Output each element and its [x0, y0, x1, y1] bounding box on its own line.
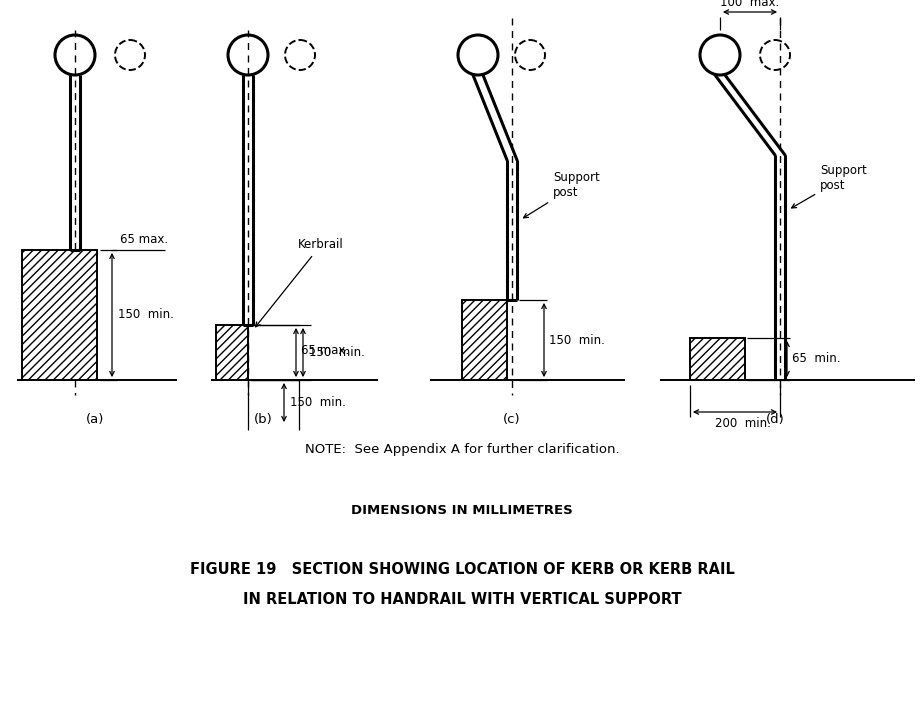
- Text: FIGURE 19   SECTION SHOWING LOCATION OF KERB OR KERB RAIL: FIGURE 19 SECTION SHOWING LOCATION OF KE…: [189, 562, 735, 577]
- Text: DIMENSIONS IN MILLIMETRES: DIMENSIONS IN MILLIMETRES: [351, 503, 573, 516]
- Text: 150  min.: 150 min.: [290, 395, 346, 409]
- Text: 150  min.: 150 min.: [118, 309, 174, 321]
- Text: Support
post: Support post: [524, 171, 600, 218]
- Text: (b): (b): [253, 414, 273, 427]
- Text: 65  min.: 65 min.: [792, 353, 841, 365]
- Bar: [690, 338, 745, 380]
- Text: 100  max.: 100 max.: [721, 0, 780, 9]
- Text: IN RELATION TO HANDRAIL WITH VERTICAL SUPPORT: IN RELATION TO HANDRAIL WITH VERTICAL SU…: [243, 592, 681, 607]
- Bar: [462, 300, 507, 380]
- Text: (d): (d): [766, 414, 784, 427]
- Text: (c): (c): [504, 414, 521, 427]
- Text: (a): (a): [86, 414, 104, 427]
- Text: Kerbrail: Kerbrail: [256, 238, 344, 327]
- Text: 65 max.: 65 max.: [301, 344, 349, 357]
- Bar: [22, 250, 97, 380]
- Text: NOTE:  See Appendix A for further clarification.: NOTE: See Appendix A for further clarifi…: [305, 444, 619, 456]
- Text: 150  min.: 150 min.: [309, 346, 365, 359]
- Text: Support
post: Support post: [792, 164, 867, 208]
- Text: 200  min.: 200 min.: [715, 417, 771, 430]
- Text: 150  min.: 150 min.: [549, 333, 605, 346]
- Text: 65 max.: 65 max.: [120, 233, 168, 246]
- Bar: [216, 325, 248, 380]
